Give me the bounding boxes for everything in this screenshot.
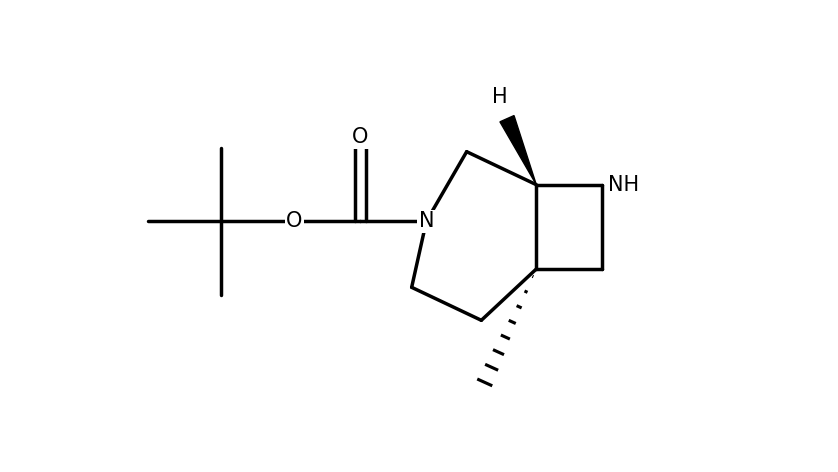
Text: O: O [352,127,369,147]
Text: O: O [286,211,303,231]
Text: NH: NH [608,175,639,194]
Text: H: H [492,87,508,107]
Polygon shape [500,116,536,185]
Text: N: N [419,211,434,231]
